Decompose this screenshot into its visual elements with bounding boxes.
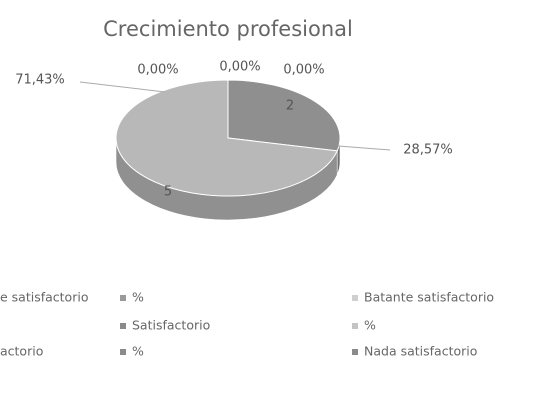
legend-label: % — [132, 344, 144, 359]
legend-swatch — [352, 349, 358, 355]
slice — [227, 79, 341, 152]
legend-label: Nada satisfactorio — [364, 344, 477, 359]
chart-title: Crecimiento profesional — [103, 17, 353, 41]
legend-label: Satisfactorio — [132, 318, 210, 333]
legend-label: Batante satisfactorio — [364, 290, 494, 305]
legend-swatch — [352, 323, 358, 329]
legend-label: % — [364, 318, 376, 333]
percent-label: 0,00% — [219, 60, 260, 75]
percent-label: 28,57% — [403, 143, 453, 158]
legend-swatch — [120, 295, 126, 301]
legend-swatch — [120, 323, 126, 329]
percent-label: 0,00% — [137, 63, 178, 78]
data-label: 2 — [286, 99, 294, 114]
leader-line — [337, 145, 391, 151]
data-label: 5 — [164, 185, 172, 200]
leader-line — [79, 81, 166, 93]
legend-swatch — [120, 349, 126, 355]
percent-label: 71,43% — [15, 73, 65, 88]
legend-swatch — [352, 295, 358, 301]
legend-label: % — [132, 290, 144, 305]
percent-label: 0,00% — [283, 63, 324, 78]
legend-label: e satisfactorio — [0, 290, 88, 305]
legend-label: actorio — [0, 344, 43, 359]
